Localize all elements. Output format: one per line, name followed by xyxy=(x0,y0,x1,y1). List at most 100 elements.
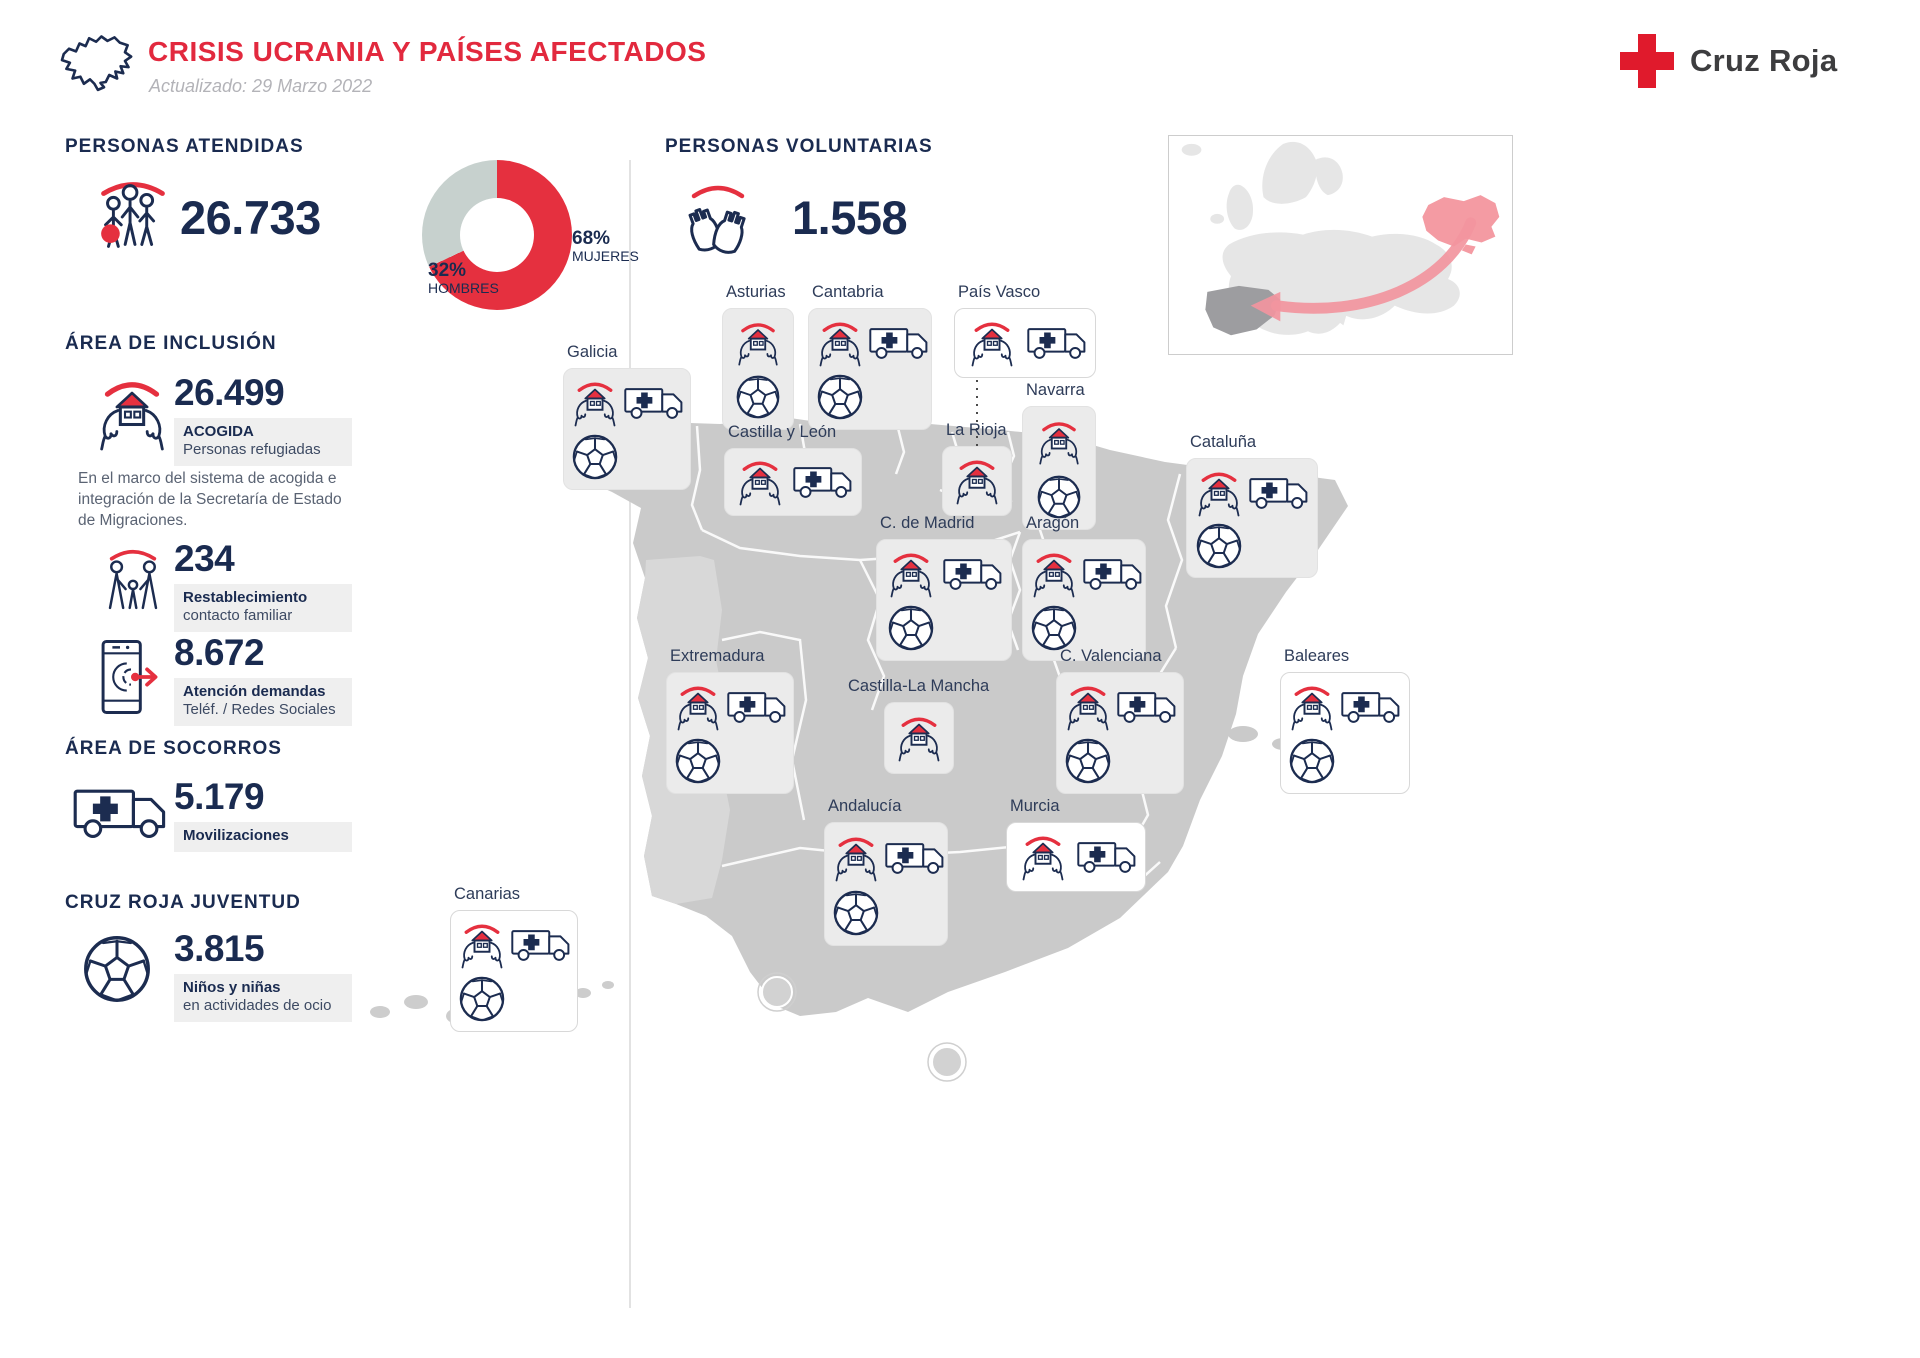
juventud-value: 3.815 xyxy=(174,928,265,969)
restablecimiento-value: 234 xyxy=(174,538,235,579)
region-card-canarias xyxy=(450,910,578,1032)
donut-label-mujeres: 68% MUJERES xyxy=(572,228,639,265)
restablecimiento-label: Restablecimiento contacto familiar xyxy=(174,584,352,632)
acogida-icon xyxy=(965,316,1019,370)
socorros-label-bold: Movilizaciones xyxy=(183,827,289,844)
divider-line xyxy=(629,160,631,1308)
europe-inset-map xyxy=(1168,135,1513,355)
atencion-label-bold: Atención demandas xyxy=(183,683,326,700)
open-hands-icon xyxy=(668,172,768,264)
region-card-andalucia xyxy=(824,822,948,946)
page-title: CRISIS UCRANIA Y PAÍSES AFECTADOS xyxy=(148,36,707,67)
region-card-la_rioja xyxy=(942,446,1012,516)
region-card-valenciana xyxy=(1056,672,1184,794)
region-label-castilla_leon: Castilla y León xyxy=(728,423,837,441)
acogida-label-sub: Personas refugiadas xyxy=(183,441,321,458)
updated-date: Actualizado: 29 Marzo 2022 xyxy=(149,76,373,96)
region-label-castilla_mancha: Castilla-La Mancha xyxy=(848,677,990,695)
heading-area-socorros: ÁREA DE SOCORROS xyxy=(65,738,282,759)
acogida-label-bold: ACOGIDA xyxy=(183,423,254,440)
region-card-baleares xyxy=(1280,672,1410,794)
region-card-cataluna xyxy=(1186,458,1318,578)
soccer-icon xyxy=(831,888,881,938)
acogida-label: ACOGIDA Personas refugiadas xyxy=(174,418,352,466)
ambulance-icon xyxy=(509,923,575,967)
region-label-navarra: Navarra xyxy=(1026,381,1085,399)
region-card-aragon xyxy=(1022,539,1146,661)
atendidas-value: 26.733 xyxy=(180,191,321,244)
mujeres-text: MUJERES xyxy=(572,248,639,264)
acogida-icon xyxy=(732,317,784,369)
acogida-icon xyxy=(455,918,509,972)
acogida-icon xyxy=(90,372,174,456)
socorros-label: Movilizaciones xyxy=(174,822,352,852)
acogida-icon xyxy=(884,547,938,601)
acogida-icon xyxy=(568,376,622,430)
phone-icon xyxy=(98,632,164,722)
acogida-icon xyxy=(813,316,867,370)
acogida-icon xyxy=(1016,830,1070,884)
soccer-icon xyxy=(886,603,936,653)
logo-text: Cruz Roja xyxy=(1690,43,1838,78)
ambulance-icon xyxy=(941,552,1007,596)
atencion-label: Atención demandas Teléf. / Redes Sociale… xyxy=(174,678,352,726)
acogida-icon xyxy=(1061,680,1115,734)
juventud-label: Niños y niñas en actividades de ocio xyxy=(174,974,352,1022)
ambulance-icon xyxy=(622,381,688,425)
region-label-canarias: Canarias xyxy=(454,885,521,903)
soccer-icon xyxy=(1287,736,1337,786)
region-card-murcia xyxy=(1006,822,1146,892)
region-card-castilla_leon xyxy=(724,448,862,516)
acogida-icon xyxy=(829,831,883,885)
region-label-la_rioja: La Rioja xyxy=(946,421,1007,439)
region-label-baleares: Baleares xyxy=(1284,647,1350,665)
people-group-icon xyxy=(84,168,182,266)
region-label-murcia: Murcia xyxy=(1010,797,1060,815)
hombres-text: HOMBRES xyxy=(428,280,499,296)
soccer-ball-icon xyxy=(80,932,154,1006)
atencion-value: 8.672 xyxy=(174,632,265,673)
region-card-cantabria xyxy=(808,308,932,430)
ambulance-icon xyxy=(1339,685,1405,729)
acogida-icon xyxy=(892,711,946,765)
region-label-asturias: Asturias xyxy=(726,283,786,301)
juventud-label-sub: en actividades de ocio xyxy=(183,997,332,1014)
ukraine-outline-icon xyxy=(55,26,139,96)
heading-personas-voluntarias: PERSONAS VOLUNTARIAS xyxy=(665,136,933,157)
ambulance-icon xyxy=(1247,471,1313,515)
region-label-galicia: Galicia xyxy=(567,343,618,361)
region-label-pais_vasco: País Vasco xyxy=(958,283,1041,301)
inclusion-note: En el marco del sistema de acogida e int… xyxy=(78,470,342,529)
ambulance-icon xyxy=(883,836,949,880)
mujeres-pct: 68% xyxy=(572,228,611,249)
soccer-icon xyxy=(734,373,782,421)
soccer-icon xyxy=(1029,603,1079,653)
region-card-asturias xyxy=(722,308,794,430)
soccer-icon xyxy=(1063,736,1113,786)
region-label-madrid: C. de Madrid xyxy=(880,514,975,532)
region-label-extremadura: Extremadura xyxy=(670,647,765,665)
soccer-icon xyxy=(1194,521,1244,571)
restablecimiento-label-bold: Restablecimiento xyxy=(183,589,308,606)
acogida-value: 26.499 xyxy=(174,372,285,413)
ambulance-icon xyxy=(725,685,791,729)
atencion-label-sub: Teléf. / Redes Sociales xyxy=(183,701,336,718)
heading-area-inclusion: ÁREA DE INCLUSIÓN xyxy=(65,333,277,354)
acogida-icon xyxy=(671,680,725,734)
region-label-cantabria: Cantabria xyxy=(812,283,884,301)
region-card-navarra xyxy=(1022,406,1096,530)
ambulance-icon xyxy=(1115,685,1181,729)
hombres-pct: 32% xyxy=(428,260,467,281)
cruz-roja-logo: Cruz Roja xyxy=(1620,34,1837,88)
ambulance-icon xyxy=(1075,835,1141,879)
acogida-icon xyxy=(950,454,1004,508)
region-card-madrid xyxy=(876,539,1012,661)
region-card-extremadura xyxy=(666,672,794,794)
family-icon xyxy=(92,538,174,622)
soccer-icon xyxy=(457,974,507,1024)
acogida-icon xyxy=(1033,416,1085,468)
ambulance-icon xyxy=(1081,552,1147,596)
region-label-aragon: Aragón xyxy=(1026,514,1080,532)
region-card-castilla_mancha xyxy=(884,702,954,774)
acogida-icon xyxy=(1192,466,1246,520)
